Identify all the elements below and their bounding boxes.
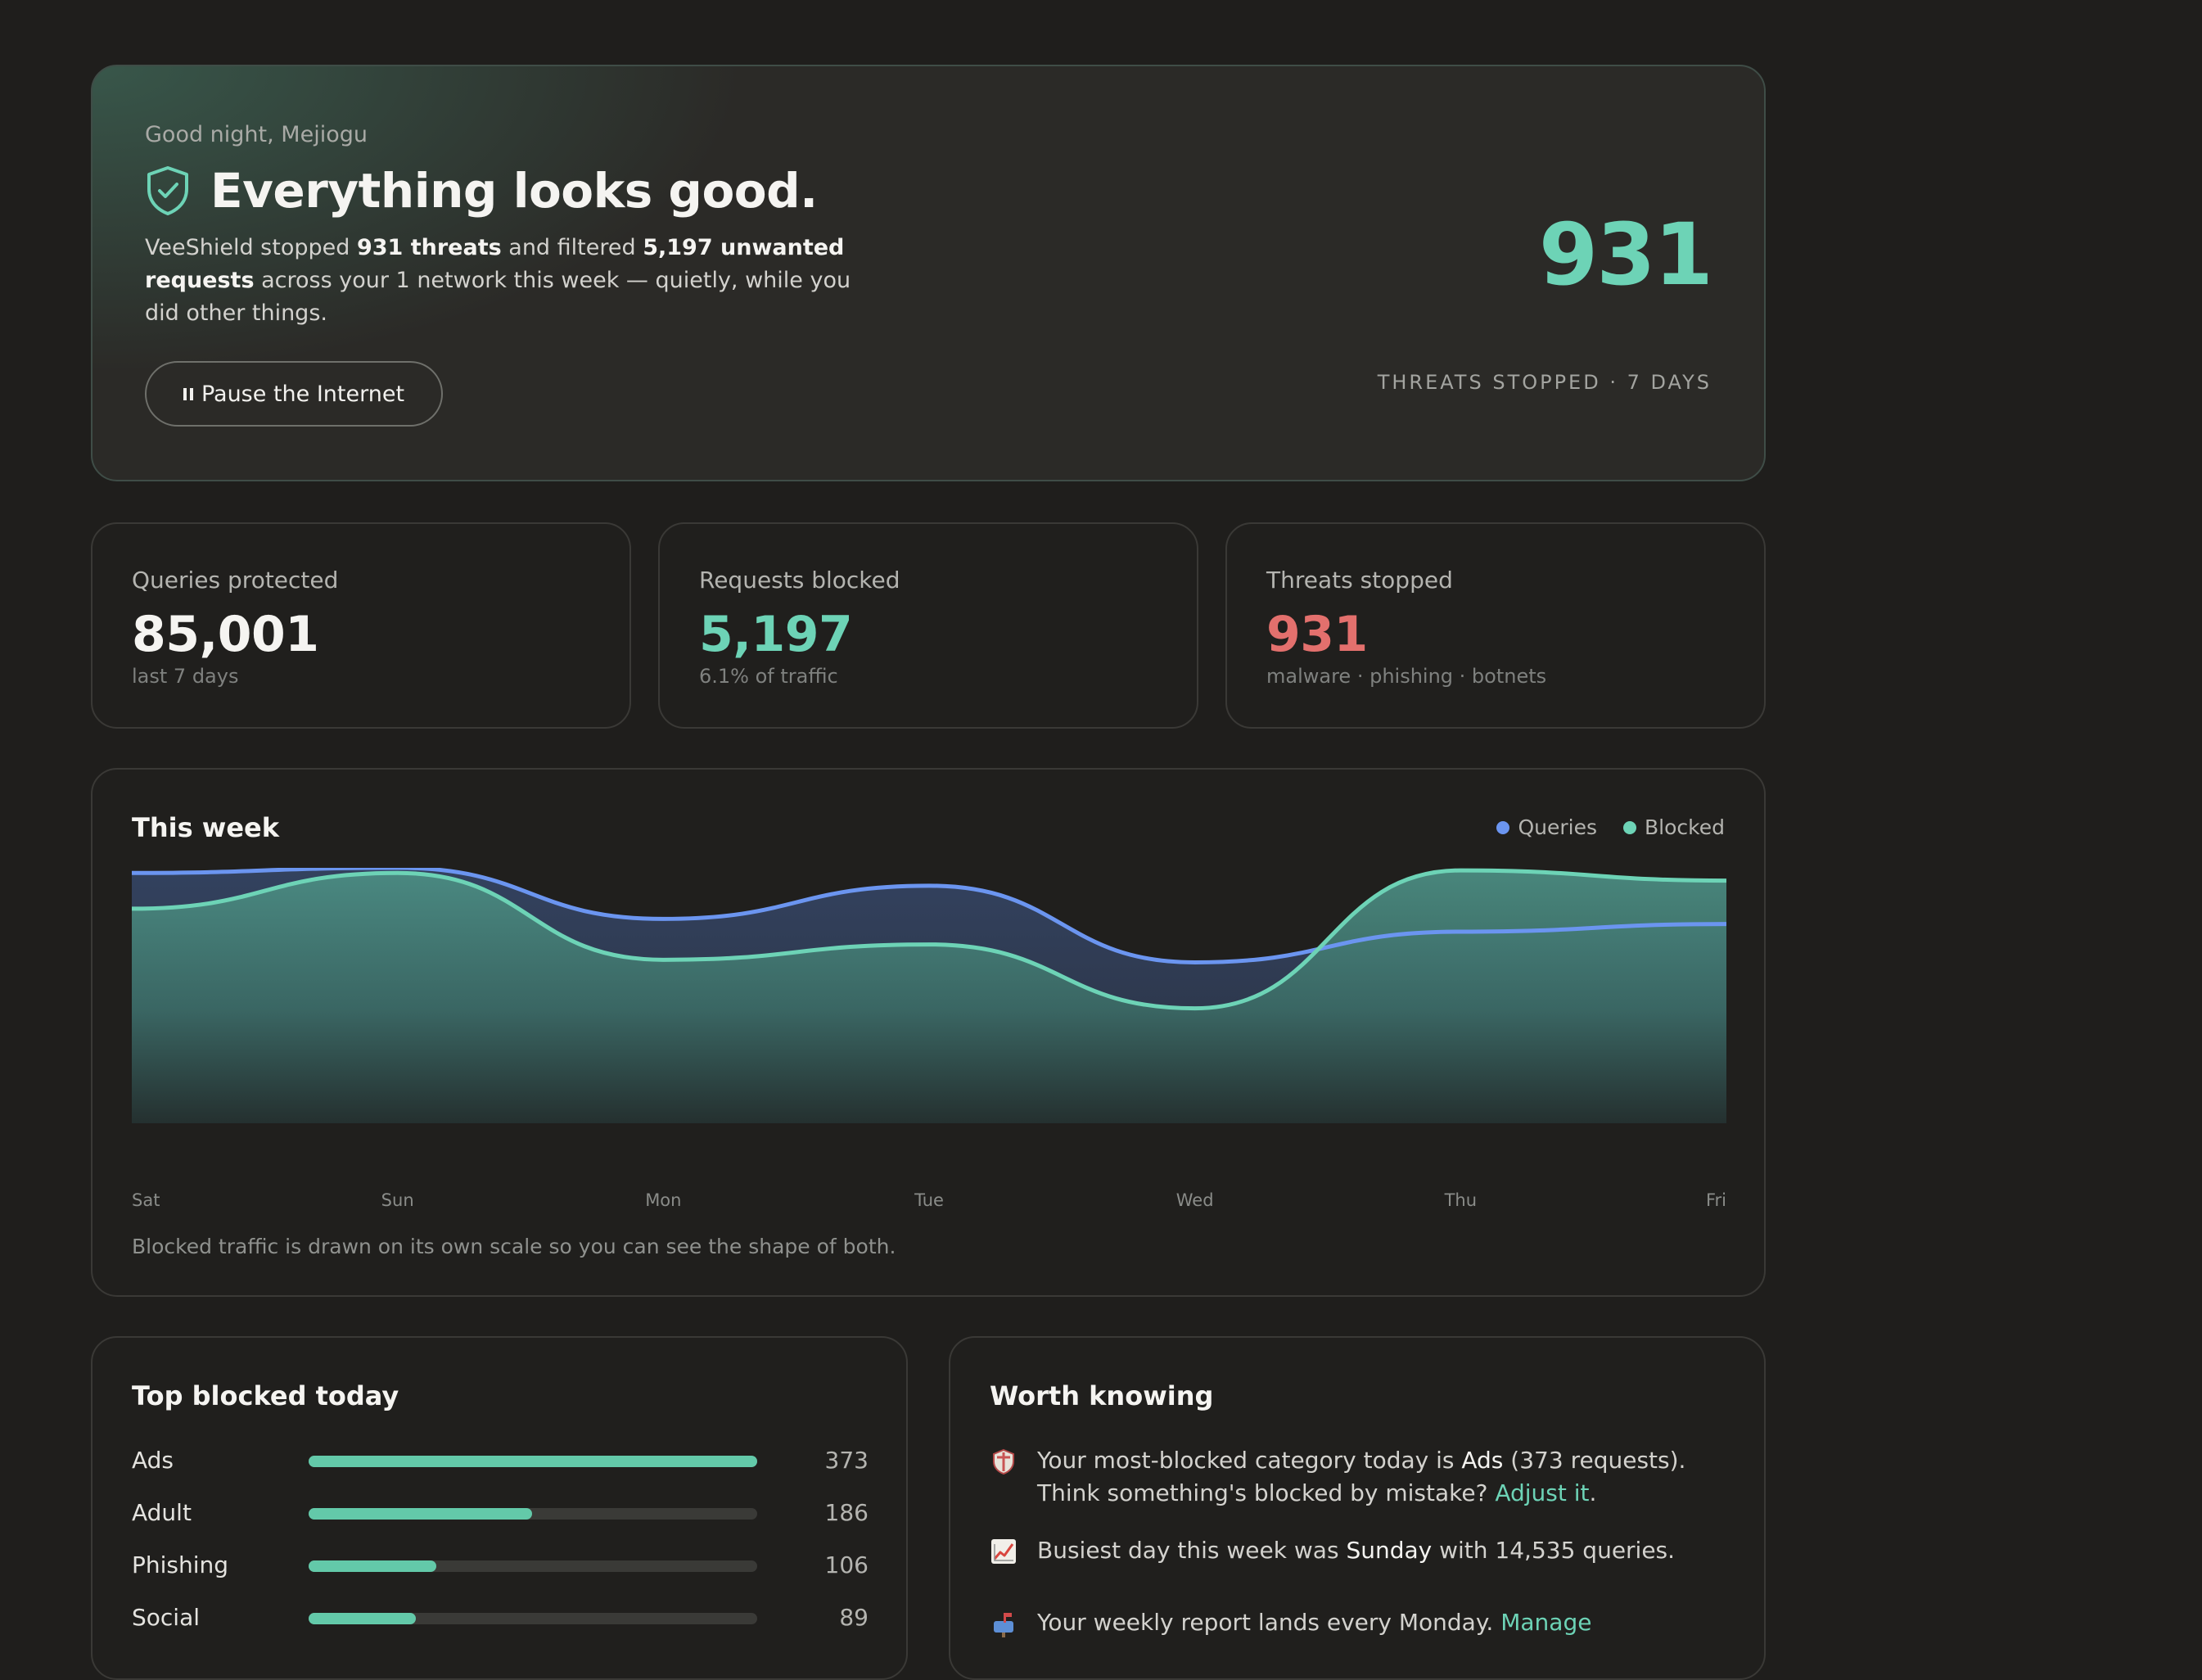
worth-knowing-title: Worth knowing — [990, 1380, 1214, 1411]
legend-dot-queries — [1496, 820, 1510, 834]
x-axis-labels: Sat Sun Mon Tue Wed Thu Fri — [132, 1190, 1726, 1215]
chart-title: This week — [132, 812, 280, 843]
chart-note: Blocked traffic is drawn on its own scal… — [132, 1235, 896, 1258]
pause-button-label: Pause the Internet — [201, 381, 405, 407]
stat-label: Queries protected — [132, 567, 339, 594]
category-name: Social — [132, 1604, 201, 1631]
blocked-area — [132, 870, 1726, 1123]
tip-text: Your most-blocked category today is Ads … — [1037, 1447, 1686, 1506]
queries-line — [132, 868, 1726, 964]
hero-description: VeeShield stopped 931 threats and filter… — [145, 235, 851, 326]
x-axis-label: Fri — [1705, 1190, 1726, 1210]
blocked-category-row[interactable]: Ads 373 — [132, 1444, 869, 1477]
shield-check-icon — [147, 166, 188, 215]
legend-dot-blocked — [1623, 820, 1637, 834]
x-axis-label: Wed — [1175, 1190, 1214, 1210]
x-axis-label: Sun — [381, 1190, 414, 1210]
category-name: Phishing — [132, 1551, 229, 1578]
stat-card-threats: Threats stopped 931 malware · phishing ·… — [1225, 522, 1766, 729]
legend-item-queries: Queries — [1496, 815, 1597, 839]
adjust-it-link[interactable]: Adjust it — [1495, 1479, 1590, 1506]
tip-text: Your weekly report lands every Monday. M… — [1037, 1609, 1592, 1636]
weekly-chart-card: This week Queries Blocked Sat Sun Mon Tue We… — [91, 768, 1766, 1297]
pause-internet-button[interactable]: Pause the Internet — [145, 361, 443, 427]
category-bar-track — [309, 1613, 757, 1624]
stat-value: 85,001 — [132, 606, 319, 663]
area-chart — [132, 868, 1726, 1123]
top-blocked-title: Top blocked today — [132, 1380, 399, 1411]
x-axis-label: Thu — [1444, 1190, 1478, 1210]
stat-label: Requests blocked — [699, 567, 900, 594]
stat-sub: 6.1% of traffic — [699, 665, 838, 688]
category-name: Ads — [132, 1447, 174, 1474]
threats-stopped-caption: THREATS STOPPED · 7 DAYS — [1377, 371, 1712, 394]
stat-card-blocked: Requests blocked 5,197 6.1% of traffic — [658, 522, 1198, 729]
stat-value: 931 — [1266, 606, 1368, 663]
mailbox-icon — [994, 1613, 1013, 1637]
blocked-line — [132, 868, 1726, 1011]
stat-sub: malware · phishing · botnets — [1266, 665, 1547, 688]
threats-stopped-big-number: 931 — [1538, 205, 1713, 305]
category-bar-track — [309, 1508, 757, 1520]
stat-value: 5,197 — [699, 606, 853, 663]
category-name: Adult — [132, 1499, 192, 1526]
x-axis-label: Sat — [132, 1190, 160, 1210]
x-axis-label: Mon — [645, 1190, 682, 1210]
category-bar-track — [309, 1560, 757, 1572]
chart-icon — [991, 1539, 1016, 1564]
hero-title-row: Everything looks good. — [145, 163, 818, 219]
category-bar-fill — [309, 1613, 416, 1624]
legend-label-queries: Queries — [1518, 815, 1598, 839]
stat-card-queries: Queries protected 85,001 last 7 days — [91, 522, 631, 729]
chart-legend: Queries Blocked — [1470, 815, 1725, 839]
stat-sub: last 7 days — [132, 665, 239, 688]
category-count: 186 — [824, 1499, 869, 1526]
tip-text: Busiest day this week was Sunday with 14… — [1037, 1537, 1676, 1564]
category-count: 89 — [839, 1604, 869, 1631]
legend-item-blocked: Blocked — [1623, 815, 1725, 839]
legend-label-blocked: Blocked — [1645, 815, 1725, 839]
category-bar-fill — [309, 1508, 533, 1520]
shield-icon — [993, 1448, 1014, 1475]
top-blocked-card: Top blocked today Ads 373 Adult 186 Phis… — [91, 1336, 908, 1680]
greeting-text: Good night, Mejiogu — [145, 122, 368, 147]
blocked-category-row[interactable]: Phishing 106 — [132, 1549, 869, 1582]
manage-report-link[interactable]: Manage — [1500, 1609, 1592, 1636]
category-bar-fill — [309, 1560, 436, 1572]
hero-title: Everything looks good. — [210, 163, 818, 219]
category-bar-fill — [309, 1456, 757, 1467]
pause-icon — [183, 387, 193, 400]
blocked-category-row[interactable]: Adult 186 — [132, 1497, 869, 1529]
worth-knowing-card: Worth knowing Your most-blocked category… — [949, 1336, 1766, 1680]
status-hero-card: Good night, Mejiogu Everything looks goo… — [91, 65, 1766, 481]
category-count: 106 — [824, 1551, 869, 1578]
stat-label: Threats stopped — [1266, 567, 1453, 594]
category-count: 373 — [824, 1447, 869, 1474]
blocked-category-row[interactable]: Social 89 — [132, 1601, 869, 1634]
category-bar-track — [309, 1456, 757, 1467]
x-axis-label: Tue — [914, 1190, 944, 1210]
